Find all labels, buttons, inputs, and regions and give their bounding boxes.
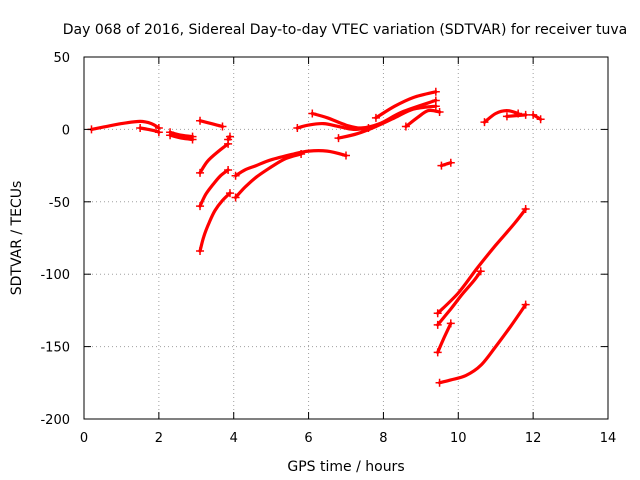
x-tick-label: 12: [525, 431, 542, 446]
axis-ticks: 0 2 4 6 8 10 12 14 -200 -150 -100 -50 0 50: [40, 51, 616, 446]
data-point-marker: [446, 319, 455, 328]
data-point-marker: [196, 202, 205, 211]
series-s6: [224, 132, 234, 144]
data-point-marker: [521, 110, 530, 119]
series-s17: [437, 158, 455, 170]
data-point-marker: [437, 161, 446, 170]
series-s10: [231, 149, 350, 180]
y-tick-label: -200: [40, 413, 70, 428]
series-line: [198, 142, 230, 175]
series-s4: [166, 131, 197, 144]
series-s15: [371, 87, 440, 122]
data-point-marker: [293, 123, 302, 132]
y-axis-title: SDTVAR / TECUs: [9, 181, 25, 296]
series-line: [89, 119, 161, 131]
x-tick-label: 4: [230, 431, 238, 446]
data-point-marker: [536, 115, 545, 124]
series-s14: [334, 102, 440, 143]
series-s18: [480, 109, 523, 127]
series-line: [404, 108, 442, 129]
data-point-marker: [188, 135, 197, 144]
series-line: [234, 149, 348, 178]
series-s5: [196, 116, 227, 131]
series-line: [482, 109, 520, 124]
data-point-marker: [435, 378, 444, 387]
series-s9: [196, 189, 234, 256]
data-point-marker: [431, 87, 440, 96]
data-point-marker: [521, 300, 530, 309]
data-point-marker: [502, 112, 511, 121]
y-tick-label: -100: [40, 268, 70, 283]
series-line: [436, 321, 453, 354]
series-s11: [231, 150, 306, 202]
data-point-marker: [480, 118, 489, 127]
data-point-marker: [196, 247, 205, 256]
series-s19: [502, 110, 530, 121]
data-point-marker: [334, 134, 343, 143]
data-point-marker: [225, 189, 234, 198]
data-point-marker: [342, 151, 350, 160]
series-group: [87, 87, 545, 387]
data-point-marker: [433, 348, 442, 357]
data-point-marker: [224, 139, 233, 148]
data-point-marker: [521, 205, 530, 214]
x-tick-label: 2: [155, 431, 163, 446]
chart-title: Day 068 of 2016, Sidereal Day-to-day VTE…: [63, 22, 627, 38]
data-point-marker: [431, 102, 440, 111]
series-line: [436, 207, 528, 315]
data-point-marker: [196, 168, 205, 177]
grid: [84, 57, 608, 419]
series-s13: [308, 96, 440, 130]
data-point-marker: [154, 128, 163, 137]
series-line: [374, 90, 438, 120]
data-point-marker: [231, 171, 240, 180]
series-s24: [435, 300, 530, 387]
x-tick-label: 10: [450, 431, 467, 446]
series-line: [438, 303, 528, 385]
series-s7: [196, 139, 233, 177]
data-point-marker: [371, 113, 380, 122]
data-point-marker: [218, 122, 227, 131]
x-axis-title: GPS time / hours: [287, 459, 404, 475]
data-point-marker: [476, 267, 485, 276]
x-tick-label: 6: [304, 431, 312, 446]
series-line: [436, 269, 483, 327]
data-point-marker: [529, 110, 538, 119]
data-point-marker: [446, 158, 455, 167]
data-point-marker: [435, 108, 444, 117]
data-point-marker: [433, 320, 442, 329]
series-s21: [433, 205, 530, 318]
series-s23: [433, 319, 455, 357]
data-point-marker: [224, 165, 233, 174]
y-tick-label: 50: [53, 51, 70, 66]
data-point-marker: [308, 109, 317, 118]
data-point-marker: [433, 309, 442, 318]
data-point-marker: [231, 193, 240, 202]
x-tick-label: 14: [600, 431, 617, 446]
y-tick-label: -50: [49, 196, 70, 211]
series-s16: [401, 108, 444, 131]
series-line: [198, 191, 232, 253]
y-tick-label: -150: [40, 341, 70, 356]
series-line: [198, 119, 225, 129]
series-s20: [529, 110, 545, 124]
series-s2: [136, 123, 163, 137]
series-line: [336, 104, 438, 140]
series-s22: [433, 267, 485, 329]
series-s8: [196, 165, 233, 211]
series-line: [198, 168, 230, 208]
x-tick-label: 8: [379, 431, 387, 446]
series-line: [310, 98, 438, 130]
data-point-marker: [297, 150, 306, 159]
series-line: [234, 152, 303, 200]
data-point-marker: [196, 116, 205, 125]
series-line: [295, 121, 371, 132]
data-point-marker: [166, 131, 175, 140]
data-point-marker: [401, 122, 410, 131]
x-tick-label: 0: [80, 431, 88, 446]
plot-frame: [83, 56, 609, 420]
y-tick-label: 0: [62, 123, 70, 138]
data-point-marker: [136, 123, 145, 132]
